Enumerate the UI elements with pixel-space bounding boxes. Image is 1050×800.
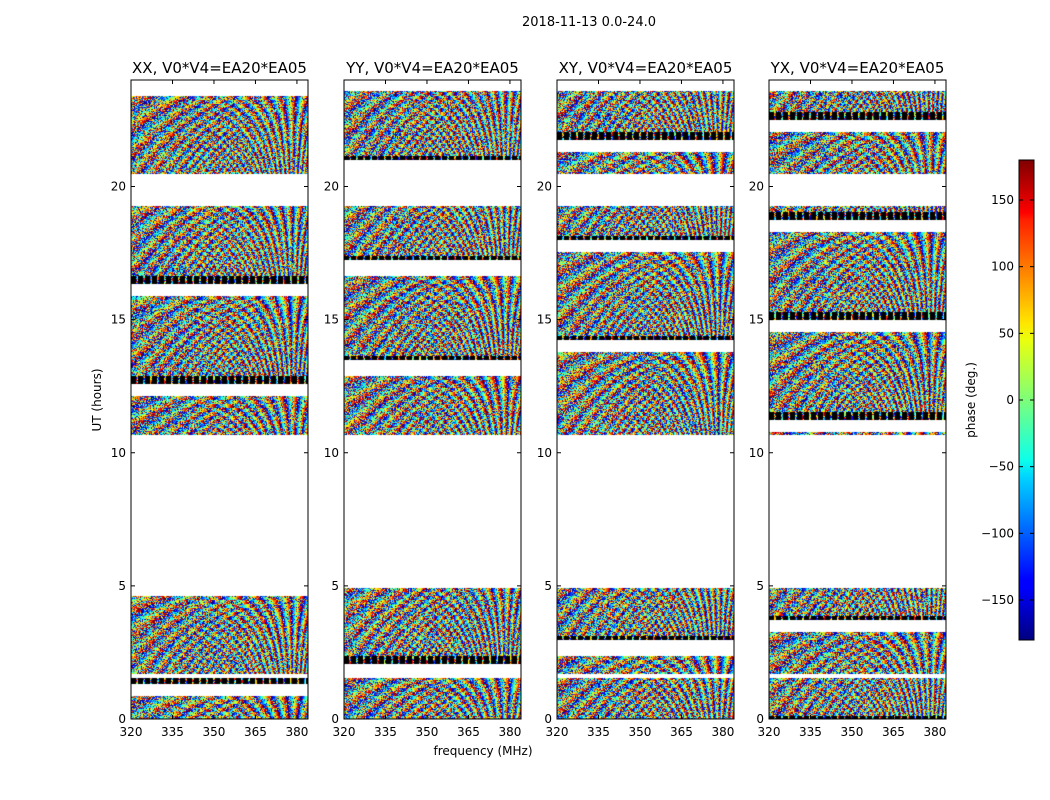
figure-suptitle: 2018-11-13 0.0-24.0: [522, 15, 656, 30]
y-tick-label: 15: [324, 313, 339, 327]
panel-2: YY, V0*V4=EA20*EA05 320 335 350 365 380 0 5 10 15…: [324, 59, 522, 739]
x-tick-label: 350: [841, 725, 864, 739]
colorbar-tick-label: −150: [981, 593, 1014, 607]
panel-1: XX, V0*V4=EA20*EA05 320 335 350 365 380 0 5 10 15…: [111, 59, 309, 739]
colorbar-ticks: 150 100 50 0 −50 −100 −150: [981, 193, 1034, 607]
colorbar-tick-label: 50: [999, 326, 1014, 340]
y-tick-label: 5: [331, 579, 339, 593]
y-tick-label: 0: [331, 712, 339, 726]
panels-group: XX, V0*V4=EA20*EA05 320 335 350 365 380 0 5 10 15…: [111, 59, 947, 739]
x-tick-label: 320: [333, 725, 356, 739]
phase-heatmap: [769, 80, 946, 719]
panel-4: YX, V0*V4=EA20*EA05 320 335 350 365 380 0 5 10 15…: [749, 59, 947, 739]
y-tick-label: 15: [111, 313, 126, 327]
panel-title: YY, V0*V4=EA20*EA05: [345, 59, 519, 77]
y-axis-label: UT (hours): [90, 368, 104, 431]
phase-heatmap: [557, 80, 734, 719]
y-tick-label: 20: [749, 180, 764, 194]
panel-frame: [556, 79, 735, 720]
y-tick-label: 5: [544, 579, 552, 593]
y-tick-label: 15: [537, 313, 552, 327]
y-tick-label: 10: [749, 446, 764, 460]
y-tick-label: 20: [111, 180, 126, 194]
y-tick-label: 20: [324, 180, 339, 194]
x-tick-label: 335: [374, 725, 397, 739]
x-tick-label: 335: [587, 725, 610, 739]
y-tick-label: 15: [749, 313, 764, 327]
x-tick-label: 365: [882, 725, 905, 739]
x-tick-label: 320: [758, 725, 781, 739]
x-tick-label: 320: [120, 725, 143, 739]
phase-heatmap: [131, 80, 308, 719]
panel-frame: [130, 79, 309, 720]
colorbar-label: phase (deg.): [964, 362, 978, 438]
colorbar-tick-label: −100: [981, 526, 1014, 540]
y-tick-label: 0: [118, 712, 126, 726]
x-tick-label: 365: [670, 725, 693, 739]
colorbar-tick-label: 100: [991, 260, 1014, 274]
colorbar-tick-label: 0: [1006, 393, 1014, 407]
y-tick-label: 0: [544, 712, 552, 726]
phase-heatmap: [344, 80, 521, 719]
y-tick-label: 5: [118, 579, 126, 593]
x-axis-label: frequency (MHz): [433, 744, 532, 758]
x-tick-label: 365: [457, 725, 480, 739]
y-tick-label: 10: [324, 446, 339, 460]
x-tick-label: 380: [285, 725, 308, 739]
x-tick-label: 350: [416, 725, 439, 739]
colorbar: 150 100 50 0 −50 −100 −150 phase (deg.): [964, 159, 1035, 641]
x-tick-label: 335: [161, 725, 184, 739]
y-tick-label: 10: [111, 446, 126, 460]
y-tick-label: 10: [537, 446, 552, 460]
panel-title: XY, V0*V4=EA20*EA05: [559, 59, 733, 77]
y-tick-label: 20: [537, 180, 552, 194]
y-tick-label: 0: [756, 712, 764, 726]
x-tick-label: 380: [711, 725, 734, 739]
panel-frame: [768, 79, 947, 720]
x-tick-label: 365: [244, 725, 267, 739]
colorbar-tick-label: 150: [991, 193, 1014, 207]
x-tick-label: 380: [923, 725, 946, 739]
panel-3: XY, V0*V4=EA20*EA05 320 335 350 365 380 0 5 10 15…: [537, 59, 735, 739]
x-tick-label: 335: [799, 725, 822, 739]
x-tick-label: 350: [203, 725, 226, 739]
x-tick-label: 320: [546, 725, 569, 739]
y-tick-label: 5: [756, 579, 764, 593]
panel-title: YX, V0*V4=EA20*EA05: [770, 59, 945, 77]
colorbar-tick-label: −50: [989, 460, 1014, 474]
panel-title: XX, V0*V4=EA20*EA05: [132, 59, 307, 77]
panel-frame: [343, 79, 522, 720]
x-tick-label: 380: [498, 725, 521, 739]
x-tick-label: 350: [629, 725, 652, 739]
